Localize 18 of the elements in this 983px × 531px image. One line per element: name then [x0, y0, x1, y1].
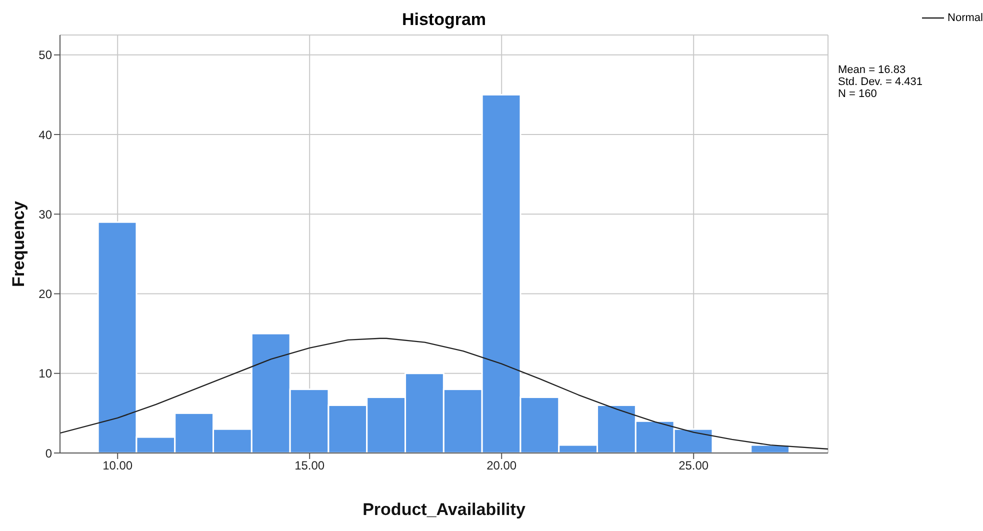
y-tick-label: 30 — [38, 207, 52, 222]
y-axis-title: Frequency — [9, 200, 28, 287]
legend-label: Normal — [948, 12, 983, 24]
y-tick-label: 0 — [45, 446, 52, 460]
y-tick-label: 50 — [38, 48, 52, 62]
y-tick-label: 10 — [38, 366, 52, 381]
x-tick-label: 10.00 — [102, 458, 133, 473]
text: N = 160 — [838, 88, 878, 100]
line-series — [60, 338, 828, 450]
text: Std. Dev. = 4.431 — [838, 76, 922, 88]
x-tick-label: 25.00 — [678, 458, 709, 473]
text: Mean = 16.83 — [838, 64, 907, 76]
chart-title: Histogram — [400, 10, 488, 30]
y-tick-label: 20 — [38, 287, 52, 302]
x-tick-label: 20.00 — [486, 458, 517, 473]
x-axis-title: Product_Availability — [362, 500, 526, 519]
x-tick-label: 15.00 — [294, 458, 325, 473]
y-tick-label: 40 — [38, 128, 52, 142]
